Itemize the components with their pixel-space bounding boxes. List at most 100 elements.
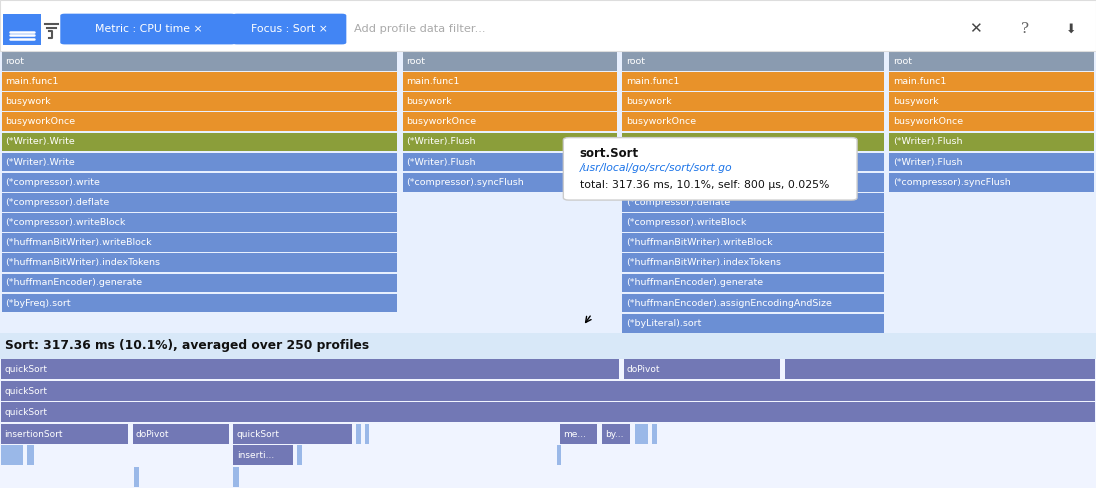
Text: total: 317.36 ms, 10.1%, self: 800 μs, 0.025%: total: 317.36 ms, 10.1%, self: 800 μs, 0… (580, 180, 830, 190)
Bar (2, 153, 397, 171)
Text: quickSort: quickSort (4, 386, 47, 395)
Bar (2, 72, 397, 91)
Text: Sort: 317.36 ms (10.1%), averaged over 250 profiles: Sort: 317.36 ms (10.1%), averaged over 2… (5, 340, 369, 352)
Bar (1, 446, 23, 466)
Text: (*compressor).deflate: (*compressor).deflate (626, 198, 730, 207)
Bar (2, 92, 397, 111)
Text: busywork: busywork (626, 97, 672, 106)
Text: busyworkOnce: busyworkOnce (626, 117, 696, 126)
Text: root: root (5, 57, 24, 66)
Bar (635, 424, 648, 444)
Bar (621, 233, 883, 252)
Bar (890, 72, 1094, 91)
Text: main.func1: main.func1 (407, 77, 460, 86)
Text: quickSort: quickSort (4, 365, 47, 374)
Bar (621, 52, 883, 71)
Bar (2, 233, 397, 252)
Bar (890, 52, 1094, 71)
Text: (*huffmanEncoder).generate: (*huffmanEncoder).generate (5, 279, 142, 287)
Text: (*compressor).write: (*compressor).write (626, 178, 721, 187)
Bar (621, 213, 883, 232)
Text: main.func1: main.func1 (893, 77, 947, 86)
Text: main.func1: main.func1 (626, 77, 680, 86)
Bar (652, 424, 657, 444)
Text: sort.Sort: sort.Sort (580, 147, 639, 160)
Bar (621, 314, 883, 333)
Text: ?: ? (1020, 22, 1029, 36)
Bar (560, 424, 597, 444)
Text: busywork: busywork (5, 97, 52, 106)
Text: (*compressor).deflate: (*compressor).deflate (5, 198, 110, 207)
Bar (27, 446, 34, 466)
Text: (*huffmanBitWriter).indexTokens: (*huffmanBitWriter).indexTokens (626, 258, 780, 267)
Text: (*huffmanBitWriter).writeBlock: (*huffmanBitWriter).writeBlock (5, 238, 152, 247)
Bar (621, 253, 883, 272)
Text: busywork: busywork (893, 97, 939, 106)
Bar (621, 173, 883, 191)
Bar (621, 133, 883, 151)
Text: (*huffmanBitWriter).writeBlock: (*huffmanBitWriter).writeBlock (626, 238, 773, 247)
Bar (2, 173, 397, 191)
Bar (621, 112, 883, 131)
Text: /usr/local/go/src/sort/sort.go: /usr/local/go/src/sort/sort.go (580, 163, 732, 173)
Text: root: root (407, 57, 425, 66)
Text: (*byLiteral).sort: (*byLiteral).sort (626, 319, 701, 328)
Bar (2, 52, 397, 71)
Bar (402, 173, 616, 191)
Text: (*Writer).Write: (*Writer).Write (626, 158, 696, 166)
Bar (133, 424, 229, 444)
Bar (0, 51, 1096, 333)
Text: root: root (893, 57, 912, 66)
Text: Add profile data filter...: Add profile data filter... (354, 24, 486, 34)
Bar (233, 424, 352, 444)
Text: (*huffmanBitWriter).indexTokens: (*huffmanBitWriter).indexTokens (5, 258, 160, 267)
Text: busyworkOnce: busyworkOnce (893, 117, 963, 126)
Text: busyworkOnce: busyworkOnce (5, 117, 76, 126)
Bar (890, 92, 1094, 111)
Bar (621, 72, 883, 91)
Text: doPivot: doPivot (627, 365, 661, 374)
Text: main.func1: main.func1 (5, 77, 59, 86)
Text: (*Writer).Flush: (*Writer).Flush (893, 138, 962, 146)
Bar (233, 446, 293, 466)
Text: (*byFreq).sort: (*byFreq).sort (5, 299, 71, 307)
Bar (2, 274, 397, 292)
Bar (2, 253, 397, 272)
Bar (356, 424, 361, 444)
FancyBboxPatch shape (232, 14, 346, 44)
Bar (890, 153, 1094, 171)
Text: inserti...: inserti... (237, 451, 274, 460)
Bar (0, 0, 1096, 51)
Bar (2, 112, 397, 131)
Bar (134, 467, 139, 487)
Text: (*Writer).Write: (*Writer).Write (5, 138, 76, 146)
Bar (2, 294, 397, 312)
Text: quickSort: quickSort (237, 429, 279, 439)
Text: by...: by... (605, 429, 624, 439)
Text: Metric : CPU time ×: Metric : CPU time × (95, 24, 203, 34)
Text: busyworkOnce: busyworkOnce (407, 117, 477, 126)
Bar (297, 446, 302, 466)
Text: (*compressor).writeBlock: (*compressor).writeBlock (5, 218, 126, 227)
Bar (890, 112, 1094, 131)
Text: Focus : Sort ×: Focus : Sort × (251, 24, 328, 34)
Text: doPivot: doPivot (136, 429, 170, 439)
Text: (*compressor).write: (*compressor).write (5, 178, 101, 187)
Text: (*compressor).syncFlush: (*compressor).syncFlush (407, 178, 524, 187)
Text: busywork: busywork (407, 97, 453, 106)
Bar (2, 133, 397, 151)
Bar (621, 274, 883, 292)
Bar (402, 52, 616, 71)
Text: (*compressor).writeBlock: (*compressor).writeBlock (626, 218, 746, 227)
Text: (*Writer).Flush: (*Writer).Flush (407, 158, 476, 166)
Bar (602, 424, 630, 444)
Text: ✕: ✕ (969, 21, 982, 36)
Bar (621, 92, 883, 111)
Bar (557, 446, 561, 466)
Bar (890, 173, 1094, 191)
Bar (621, 294, 883, 312)
Bar (0, 333, 1096, 359)
Bar (365, 424, 369, 444)
Bar (402, 92, 616, 111)
Text: root: root (626, 57, 644, 66)
